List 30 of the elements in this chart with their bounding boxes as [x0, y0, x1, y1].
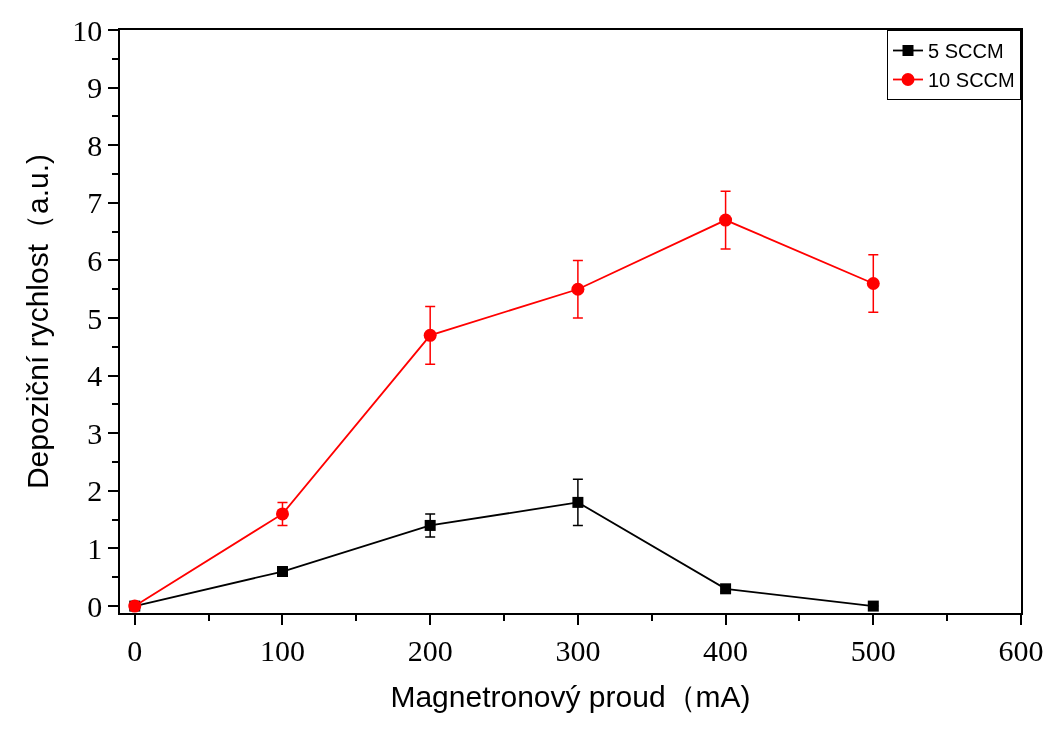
point: [423, 328, 437, 342]
point: [572, 496, 584, 508]
y-tick-label: 2: [87, 474, 103, 508]
point: [424, 519, 436, 531]
y-tick-label: 3: [87, 416, 103, 450]
y-tick-label: 0: [87, 589, 103, 623]
x-tick-label: 400: [703, 633, 749, 667]
x-tick-label: 300: [555, 633, 601, 667]
y-tick-label: 6: [87, 243, 103, 277]
x-tick-label: 100: [259, 633, 305, 667]
y-tick-label: 10: [72, 13, 103, 47]
legend-label: 10 SCCM: [928, 69, 1015, 92]
y-tick-label: 4: [87, 359, 103, 393]
y-tick-label: 9: [87, 71, 103, 105]
y-tick-label: 1: [87, 531, 103, 565]
x-axis-title: Magnetronový proud（mA): [390, 679, 751, 713]
point: [867, 600, 879, 612]
x-tick-label: 200: [407, 633, 453, 667]
point: [866, 276, 880, 290]
point: [571, 282, 585, 296]
y-axis-title: Depoziční rychlost（a.u.): [20, 153, 54, 490]
point: [719, 213, 733, 227]
x-tick-label: 600: [998, 633, 1044, 667]
y-tick-label: 8: [87, 128, 103, 162]
y-tick-label: 7: [87, 186, 103, 220]
x-tick-label: 500: [850, 633, 896, 667]
point: [275, 507, 289, 521]
x-tick-label: 0: [127, 633, 143, 667]
y-tick-label: 5: [87, 301, 103, 335]
legend-label: 5 SCCM: [928, 40, 1004, 63]
